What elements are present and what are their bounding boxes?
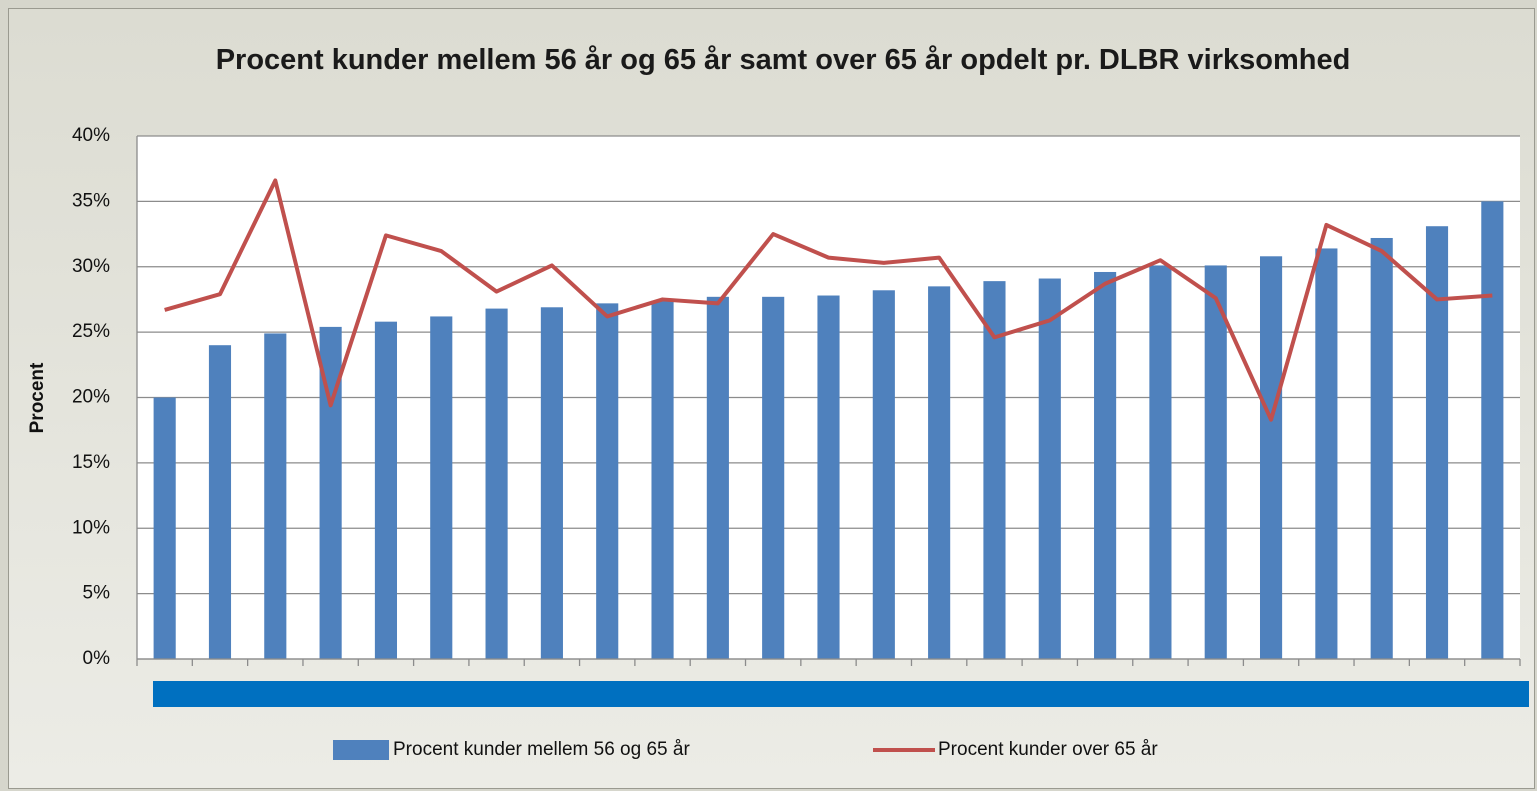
bar [1481, 201, 1504, 659]
bar [430, 316, 453, 659]
bar [1038, 278, 1061, 659]
bar [1259, 256, 1283, 659]
bar [651, 300, 674, 659]
bar [817, 295, 840, 659]
bar [374, 321, 398, 659]
y-tick-label: 20% [72, 387, 110, 408]
legend-label: Procent kunder mellem 56 og 65 år [393, 739, 690, 760]
y-axis-label: Procent [27, 362, 48, 433]
y-tick-label: 0% [83, 648, 111, 669]
y-tick-label: 10% [72, 517, 110, 538]
y-tick-label: 25% [72, 321, 110, 342]
y-tick-label: 35% [72, 190, 110, 211]
bar [1149, 265, 1172, 659]
bar [928, 286, 951, 659]
bar [319, 326, 342, 659]
bar [706, 296, 729, 659]
legend-label: Procent kunder over 65 år [938, 739, 1158, 760]
bar [596, 303, 619, 659]
bar [208, 345, 232, 659]
bar [983, 281, 1006, 659]
bar [264, 333, 287, 659]
bar [485, 308, 508, 659]
chart-title: Procent kunder mellem 56 år og 65 år sam… [215, 44, 1351, 76]
bar [1370, 237, 1393, 660]
bar [1204, 265, 1227, 659]
bar [1425, 226, 1449, 659]
y-tick-label: 40% [72, 125, 110, 146]
y-tick-label: 5% [83, 583, 111, 604]
bar [762, 296, 785, 659]
bar [1315, 248, 1338, 659]
y-tick-label: 15% [72, 452, 110, 473]
bar [153, 397, 176, 659]
axis-band [153, 681, 1529, 707]
y-tick-label: 30% [72, 256, 110, 277]
bar [1094, 271, 1117, 659]
bar [540, 307, 563, 659]
bar [872, 290, 895, 659]
legend-swatch [333, 740, 389, 760]
line-series [164, 178, 1493, 422]
